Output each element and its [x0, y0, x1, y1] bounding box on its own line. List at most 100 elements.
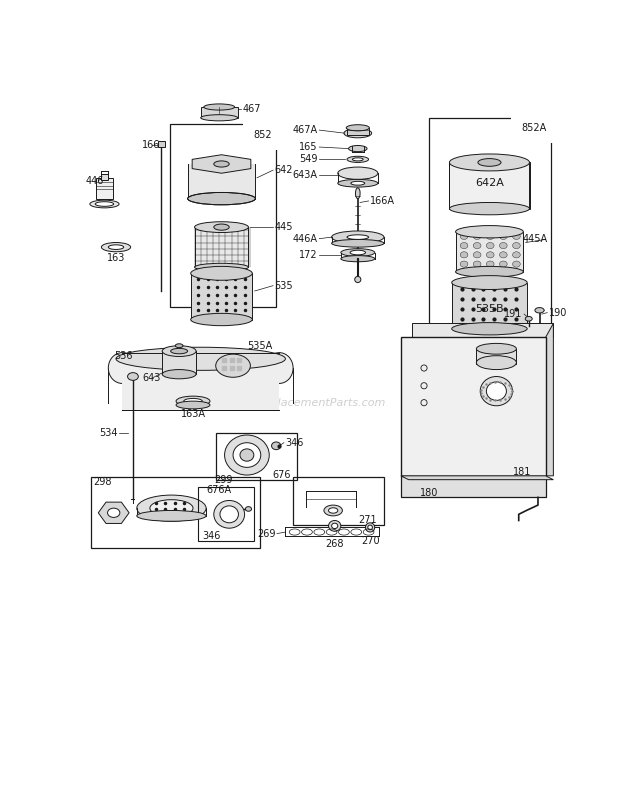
Polygon shape	[412, 323, 554, 337]
Ellipse shape	[332, 523, 338, 529]
Ellipse shape	[478, 159, 501, 166]
Bar	[201, 107, 237, 118]
Text: 191: 191	[504, 309, 523, 319]
Polygon shape	[401, 476, 554, 480]
Bar	[450, 163, 529, 208]
Ellipse shape	[176, 401, 210, 409]
Ellipse shape	[175, 344, 183, 348]
Ellipse shape	[486, 252, 494, 258]
Text: 172: 172	[299, 250, 317, 260]
Ellipse shape	[240, 449, 254, 462]
Ellipse shape	[346, 125, 370, 131]
Bar	[430, 118, 551, 324]
Ellipse shape	[102, 242, 131, 252]
Ellipse shape	[191, 313, 252, 326]
Text: 445: 445	[275, 222, 293, 232]
Text: 269: 269	[257, 529, 275, 539]
Ellipse shape	[233, 443, 261, 467]
Text: 676: 676	[272, 470, 291, 480]
Bar	[162, 351, 196, 374]
Ellipse shape	[500, 261, 507, 267]
Ellipse shape	[450, 203, 529, 215]
Ellipse shape	[214, 224, 229, 230]
Ellipse shape	[351, 181, 365, 185]
Ellipse shape	[513, 242, 520, 249]
Bar	[216, 433, 297, 480]
Text: 549: 549	[299, 155, 317, 164]
Bar	[191, 273, 252, 320]
Ellipse shape	[224, 435, 269, 475]
Text: 346: 346	[202, 531, 221, 541]
Ellipse shape	[338, 167, 378, 179]
Ellipse shape	[344, 129, 371, 138]
Ellipse shape	[216, 354, 250, 377]
Ellipse shape	[473, 252, 481, 258]
Ellipse shape	[480, 376, 513, 406]
Text: 676A: 676A	[206, 484, 231, 495]
Ellipse shape	[272, 442, 281, 450]
Ellipse shape	[184, 398, 202, 404]
Ellipse shape	[460, 242, 468, 249]
Ellipse shape	[220, 506, 239, 523]
Ellipse shape	[214, 161, 229, 167]
Polygon shape	[192, 155, 251, 174]
Text: 446A: 446A	[293, 234, 317, 244]
Ellipse shape	[456, 226, 523, 238]
Text: 852A: 852A	[521, 123, 546, 133]
Text: 467A: 467A	[293, 125, 317, 135]
Ellipse shape	[513, 234, 520, 239]
Ellipse shape	[329, 521, 341, 531]
Ellipse shape	[90, 200, 119, 208]
Ellipse shape	[355, 188, 360, 199]
Ellipse shape	[246, 507, 252, 511]
Bar	[122, 353, 279, 410]
Ellipse shape	[195, 222, 249, 233]
Text: 642: 642	[275, 165, 293, 175]
Text: 163A: 163A	[180, 409, 205, 419]
Ellipse shape	[513, 261, 520, 267]
Text: eReplacementParts.com: eReplacementParts.com	[250, 398, 386, 408]
Text: 445A: 445A	[522, 234, 547, 245]
Text: 180: 180	[420, 488, 438, 498]
Ellipse shape	[195, 264, 249, 271]
Ellipse shape	[341, 256, 374, 262]
Ellipse shape	[95, 202, 113, 207]
Ellipse shape	[150, 499, 193, 517]
Ellipse shape	[460, 234, 468, 239]
Ellipse shape	[265, 353, 293, 383]
Ellipse shape	[460, 261, 468, 267]
Ellipse shape	[137, 495, 206, 522]
Ellipse shape	[332, 239, 384, 247]
Ellipse shape	[204, 104, 234, 110]
Text: 271: 271	[358, 515, 377, 525]
Ellipse shape	[214, 500, 245, 528]
Bar	[452, 282, 527, 329]
Bar	[401, 337, 546, 476]
Ellipse shape	[500, 234, 507, 239]
Ellipse shape	[452, 275, 527, 290]
Ellipse shape	[486, 234, 494, 239]
Ellipse shape	[107, 508, 120, 518]
Ellipse shape	[188, 193, 255, 205]
Text: 535A: 535A	[247, 341, 272, 350]
Text: 166: 166	[142, 140, 161, 150]
Ellipse shape	[486, 261, 494, 267]
Ellipse shape	[176, 396, 210, 406]
Text: 268: 268	[326, 539, 344, 548]
Text: 190: 190	[549, 308, 567, 318]
Ellipse shape	[347, 235, 368, 239]
Ellipse shape	[324, 505, 342, 516]
Ellipse shape	[525, 316, 532, 321]
Polygon shape	[99, 502, 129, 523]
Ellipse shape	[486, 242, 494, 249]
Ellipse shape	[365, 523, 374, 532]
Polygon shape	[546, 323, 554, 476]
Text: 165: 165	[299, 142, 317, 152]
Bar	[401, 476, 546, 497]
Bar	[158, 141, 164, 147]
Text: 467: 467	[242, 103, 261, 114]
Ellipse shape	[332, 231, 384, 243]
Ellipse shape	[201, 114, 237, 121]
Text: 534: 534	[99, 428, 118, 439]
Text: 643: 643	[142, 373, 161, 383]
